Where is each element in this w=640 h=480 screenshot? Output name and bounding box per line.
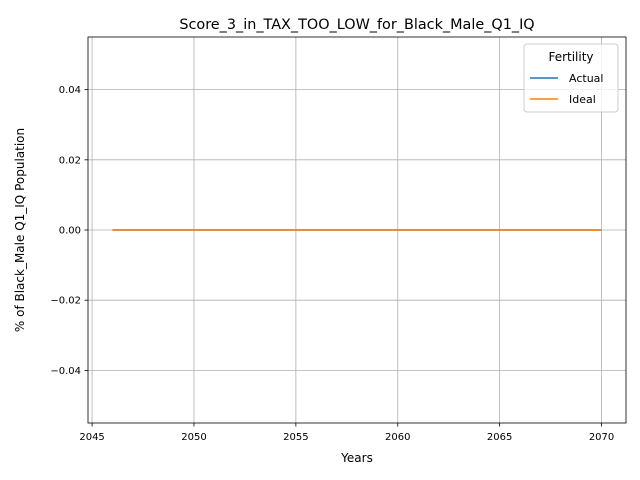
x-tick-label: 2050: [181, 432, 206, 443]
legend-label-actual: Actual: [569, 72, 603, 85]
chart-title: Score_3_in_TAX_TOO_LOW_for_Black_Male_Q1…: [179, 17, 534, 33]
legend: Fertility Actual Ideal: [523, 43, 619, 113]
y-tick-label: 0.02: [59, 155, 81, 166]
y-axis-label: % of Black_Male Q1_IQ Population: [13, 128, 27, 332]
y-tick-label: −0.04: [50, 366, 81, 377]
x-tick-label: 2065: [487, 432, 512, 443]
legend-box: [523, 43, 619, 113]
legend-label-ideal: Ideal: [569, 93, 596, 106]
x-tick-label: 2060: [385, 432, 410, 443]
x-tick-label: 2045: [79, 432, 104, 443]
y-tick-label: 0.04: [59, 85, 81, 96]
y-axis: −0.04 −0.02 0.00 0.02 0.04: [50, 85, 88, 377]
legend-items: Actual Ideal: [530, 72, 603, 106]
x-tick-label: 2070: [589, 432, 614, 443]
x-axis: 2045 2050 2055 2060 2065 2070: [79, 423, 614, 443]
x-tick-label: 2055: [283, 432, 308, 443]
legend-title: Fertility: [548, 50, 593, 64]
y-tick-label: −0.02: [50, 296, 81, 307]
x-axis-label: Years: [340, 451, 373, 465]
y-tick-label: 0.00: [59, 226, 81, 237]
